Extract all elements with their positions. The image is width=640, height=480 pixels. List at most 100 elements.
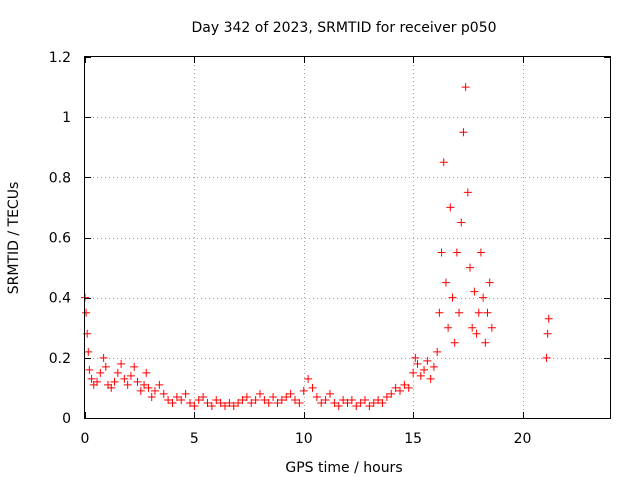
data-point	[304, 374, 313, 383]
data-point	[82, 308, 91, 317]
grid-lines	[85, 57, 610, 418]
data-point	[455, 308, 464, 317]
data-point	[142, 368, 151, 377]
data-point	[416, 371, 425, 380]
data-point	[199, 392, 208, 401]
data-point	[326, 389, 334, 398]
data-point	[117, 359, 126, 368]
data-point	[312, 392, 321, 401]
data-point	[295, 398, 304, 407]
x-tick-label: 5	[190, 431, 199, 447]
data-point	[133, 377, 142, 386]
data-point	[437, 248, 446, 257]
data-point	[463, 188, 472, 197]
data-point	[448, 293, 457, 302]
data-point	[221, 401, 229, 410]
data-point	[413, 359, 422, 368]
data-point	[459, 128, 468, 137]
data-point	[472, 329, 481, 338]
data-point	[291, 395, 299, 404]
data-point	[299, 386, 308, 395]
data-point	[457, 218, 466, 227]
data-point	[181, 389, 190, 398]
data-point	[229, 401, 238, 410]
data-point	[308, 383, 317, 392]
data-point	[487, 323, 496, 332]
data-point	[356, 398, 365, 407]
data-point	[251, 395, 260, 404]
data-point	[216, 398, 225, 407]
data-point	[260, 395, 269, 404]
data-point	[400, 380, 409, 389]
chart-title: Day 342 of 2023, SRMTID for receiver p05…	[191, 20, 496, 36]
data-point	[140, 380, 149, 389]
data-point	[404, 383, 413, 392]
y-tick-label: 1	[62, 110, 71, 126]
data-point	[238, 395, 247, 404]
data-point	[317, 398, 326, 407]
data-point	[426, 374, 435, 383]
data-point	[374, 395, 383, 404]
y-tick-label: 0.6	[49, 231, 71, 247]
data-point	[194, 395, 203, 404]
data-point	[186, 398, 194, 407]
data-point	[542, 353, 551, 362]
data-point	[396, 386, 404, 395]
data-point	[144, 383, 153, 392]
data-point	[476, 248, 485, 257]
data-point	[435, 308, 444, 317]
data-point	[433, 347, 442, 356]
data-point	[321, 395, 330, 404]
data-point	[444, 323, 453, 332]
data-point	[84, 347, 93, 356]
data-point	[130, 362, 139, 371]
data-point	[470, 287, 479, 296]
data-point	[429, 362, 438, 371]
data-point	[264, 398, 273, 407]
data-points	[81, 83, 553, 410]
data-point	[225, 398, 234, 407]
data-point	[361, 395, 369, 404]
data-point	[190, 401, 199, 410]
data-point	[330, 398, 339, 407]
data-point	[466, 263, 474, 272]
data-point	[343, 398, 352, 407]
data-point	[203, 398, 212, 407]
data-point	[242, 392, 251, 401]
data-point	[441, 278, 450, 287]
data-point	[378, 398, 387, 407]
data-point	[411, 353, 420, 362]
y-tick-label: 0.8	[49, 170, 71, 186]
data-point	[391, 383, 400, 392]
data-point	[468, 323, 477, 332]
data-point	[282, 392, 291, 401]
data-point	[120, 374, 129, 383]
data-point	[159, 389, 168, 398]
data-point	[93, 377, 102, 386]
data-point	[277, 395, 286, 404]
data-point	[110, 377, 119, 386]
y-axis-label: SRMTID / TECUs	[6, 182, 22, 295]
data-point	[113, 368, 122, 377]
data-point	[147, 392, 156, 401]
data-point	[461, 83, 470, 92]
data-point	[483, 308, 492, 317]
data-point	[365, 401, 374, 410]
x-axis-label: GPS time / hours	[285, 460, 402, 476]
x-tick-label: 20	[514, 431, 532, 447]
data-point	[439, 158, 448, 167]
data-point	[273, 398, 282, 407]
data-point	[256, 389, 264, 398]
data-point	[481, 338, 490, 347]
data-point	[107, 383, 116, 392]
data-point	[172, 392, 181, 401]
y-tick-label: 0.4	[49, 291, 71, 307]
data-point	[247, 398, 256, 407]
data-point	[126, 371, 135, 380]
plot-frame	[84, 56, 611, 419]
data-point	[543, 329, 552, 338]
data-point	[177, 395, 186, 404]
data-point	[544, 314, 553, 323]
data-point	[85, 365, 94, 374]
